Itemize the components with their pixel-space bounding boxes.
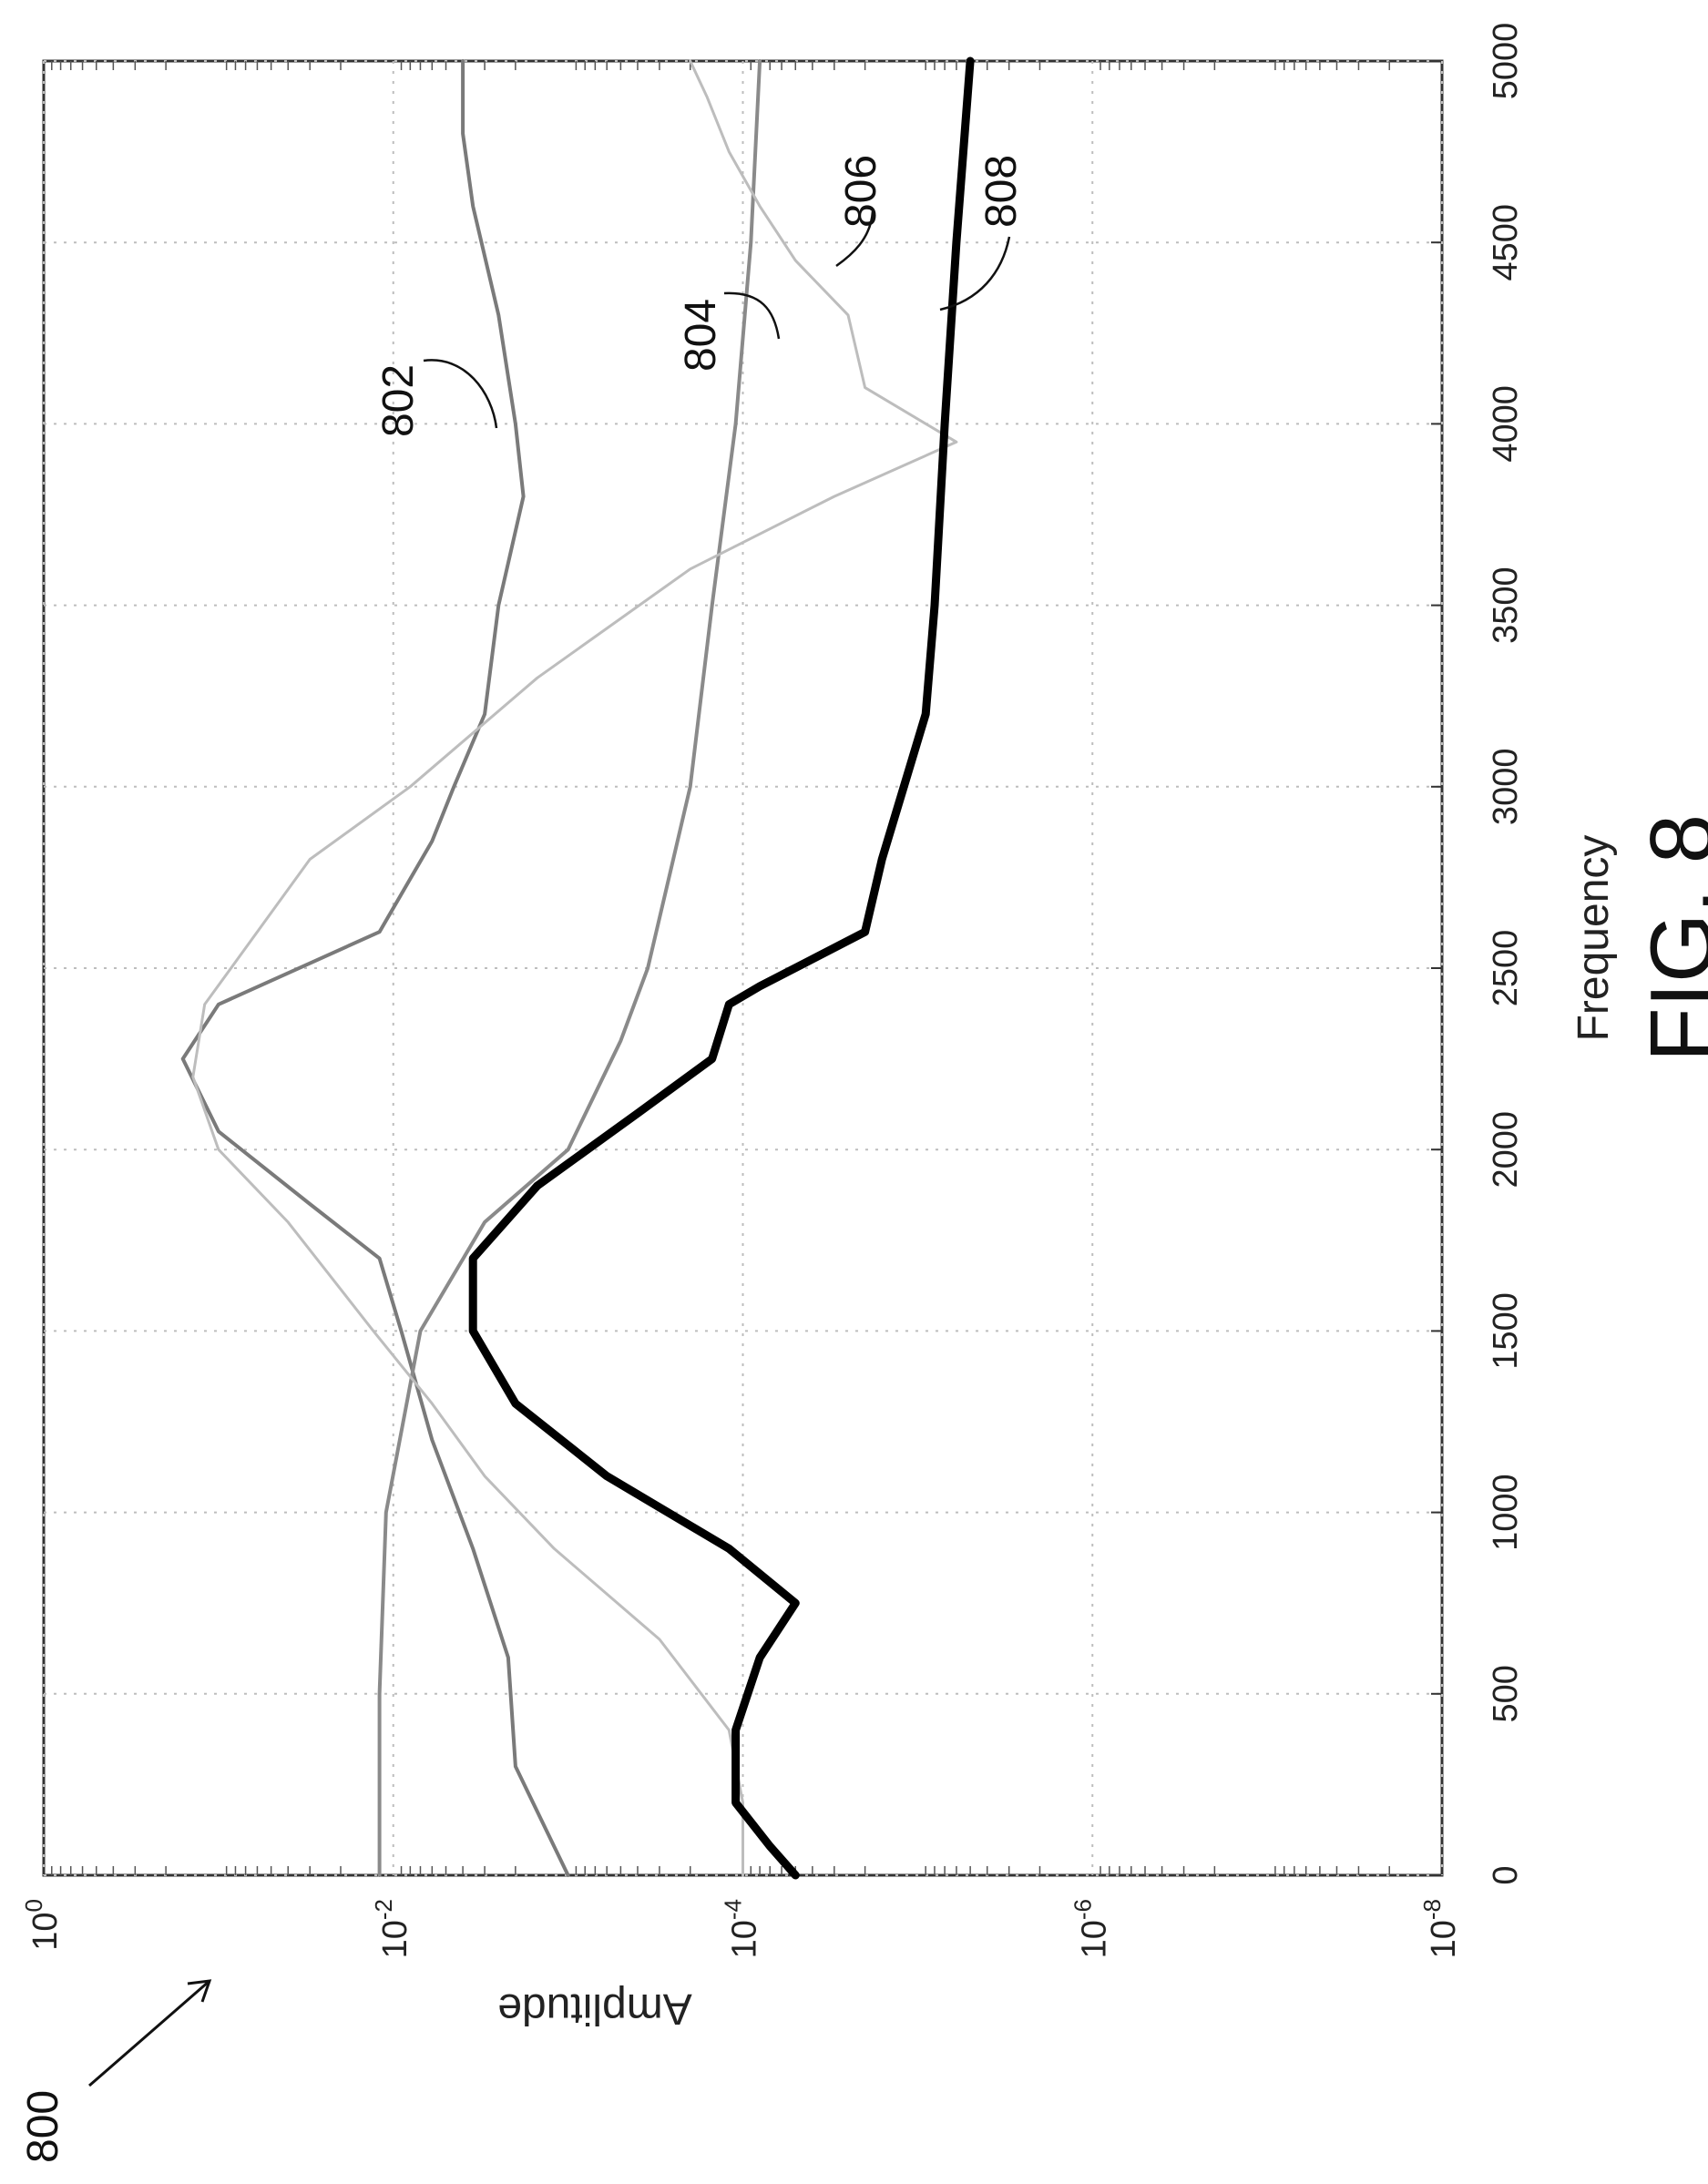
x-tick-label: 5000 (1487, 23, 1525, 100)
series-line-804 (377, 59, 762, 1877)
svg-text:802: 802 (374, 364, 423, 437)
x-axis-title: Frequency (1570, 835, 1618, 1042)
series-line-802 (180, 59, 570, 1877)
svg-text:806: 806 (837, 155, 885, 228)
x-tick-label: 500 (1487, 1665, 1525, 1722)
series-lines (180, 56, 975, 1880)
y-tick-label: 10-4 (720, 1899, 764, 1958)
svg-text:808: 808 (977, 155, 1026, 228)
x-tick-label: 0 (1487, 1865, 1525, 1884)
y-tick-label: 10-8 (1418, 1899, 1463, 1958)
x-tick-labels: 0 500 1000 1500 2000 2500 3000 3500 4000 4500 5000 (1487, 23, 1525, 1885)
y-axis-title: Amplitude (497, 1985, 691, 2033)
x-tick-label: 4000 (1487, 385, 1525, 463)
x-tick-label: 4500 (1487, 204, 1525, 281)
x-tick-label: 3000 (1487, 749, 1525, 826)
label-804: 804 (677, 291, 781, 372)
y-tick-label: 10-6 (1069, 1899, 1113, 1958)
label-806: 806 (835, 155, 885, 268)
x-tick-label: 1000 (1487, 1474, 1525, 1551)
svg-text:804: 804 (677, 299, 725, 372)
figure-ref-number: 800 (19, 2090, 67, 2163)
label-802: 802 (374, 359, 498, 437)
ref-arrow (88, 1979, 212, 2087)
grid (43, 60, 1443, 1876)
y-tick-label: 10-2 (370, 1899, 414, 1958)
x-tick-label: 2500 (1487, 930, 1525, 1007)
y-tick-labels: 100 10-2 10-4 10-6 10-8 (20, 1899, 1463, 1958)
y-tick-label: 100 (20, 1899, 65, 1951)
x-tick-label: 1500 (1487, 1292, 1525, 1370)
label-808: 808 (939, 155, 1026, 311)
x-tick-label: 3500 (1487, 566, 1525, 644)
figure-caption: FIG. 8 (1631, 814, 1708, 1062)
x-tick-label: 2000 (1487, 1111, 1525, 1189)
series-line-806 (191, 59, 958, 1877)
series-line-808 (468, 56, 975, 1880)
